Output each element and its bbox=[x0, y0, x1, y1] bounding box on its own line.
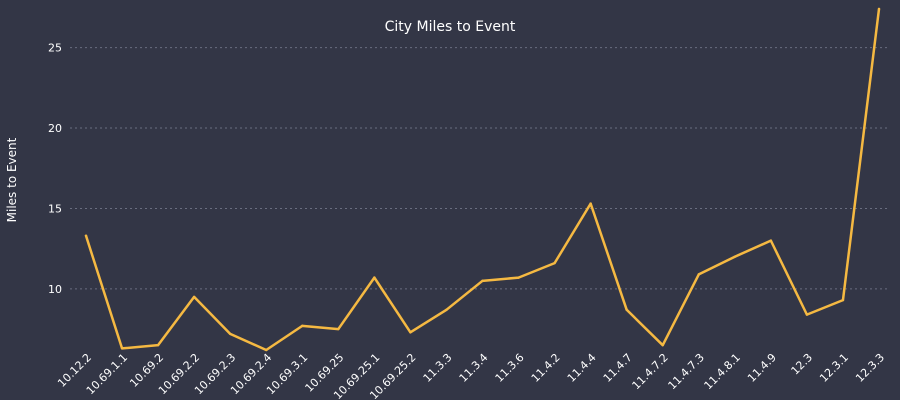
data-point bbox=[409, 331, 412, 334]
x-tick-labels: 10.12.210.69.1.110.69.210.69.2.210.69.2.… bbox=[55, 351, 887, 400]
data-point bbox=[769, 239, 773, 242]
x-tick-label: 11.4.9 bbox=[745, 351, 779, 385]
chart-title: City Miles to Event bbox=[385, 19, 516, 35]
data-point bbox=[625, 308, 628, 311]
data-point bbox=[120, 347, 124, 350]
x-tick-label: 11.3.4 bbox=[457, 351, 491, 385]
x-tick-label: 11.4.7.2 bbox=[629, 351, 670, 392]
x-tick-label: 11.4.4 bbox=[565, 351, 599, 385]
data-point bbox=[445, 308, 448, 311]
x-tick-label: 11.3.6 bbox=[493, 351, 527, 385]
data-point bbox=[517, 276, 520, 279]
x-tick-label: 12.3.1 bbox=[817, 351, 851, 385]
data-point bbox=[301, 324, 304, 328]
y-tick-label: 10 bbox=[48, 283, 62, 296]
y-axis-label: Miles to Event bbox=[5, 137, 19, 222]
y-tick-label: 20 bbox=[48, 122, 62, 135]
x-tick-label: 11.3.3 bbox=[421, 351, 455, 385]
data-point bbox=[265, 348, 268, 352]
series-line bbox=[84, 7, 881, 352]
series-layer bbox=[84, 7, 881, 352]
data-point bbox=[805, 313, 809, 316]
x-tick-label: 12.3 bbox=[789, 351, 816, 378]
data-point bbox=[481, 279, 484, 283]
data-point bbox=[841, 298, 845, 302]
data-point bbox=[589, 202, 592, 205]
y-tick-label: 25 bbox=[48, 42, 62, 55]
data-point bbox=[697, 273, 700, 276]
x-tick-label: 12.3.3 bbox=[853, 351, 887, 385]
x-tick-label: 11.4.2 bbox=[529, 351, 563, 385]
data-point bbox=[553, 261, 556, 265]
data-point bbox=[661, 343, 664, 347]
x-tick-label: 11.4.7 bbox=[601, 351, 635, 385]
grid-layer bbox=[70, 47, 890, 290]
data-point bbox=[84, 234, 88, 237]
data-point bbox=[373, 276, 376, 279]
data-point bbox=[156, 343, 160, 347]
y-tick-labels: 10 15 20 25 bbox=[48, 42, 62, 296]
x-tick-label: 11.4.7.3 bbox=[666, 351, 707, 392]
x-tick-label: 11.4.8.1 bbox=[702, 351, 743, 392]
data-point bbox=[192, 295, 196, 299]
y-tick-label: 15 bbox=[48, 202, 62, 215]
data-point bbox=[337, 327, 340, 331]
data-point bbox=[228, 332, 232, 336]
data-point bbox=[877, 7, 881, 11]
data-point bbox=[733, 255, 737, 258]
